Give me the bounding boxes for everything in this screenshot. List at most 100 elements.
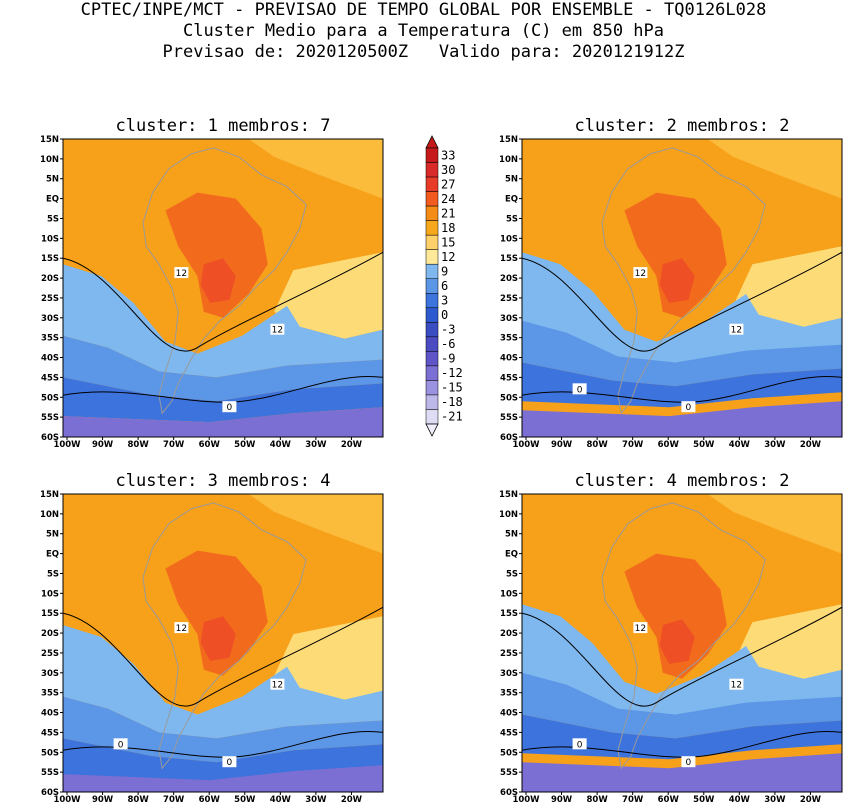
lon-label: 30W — [305, 440, 327, 450]
lat-label: EQ — [46, 195, 59, 205]
map-frame — [62, 493, 384, 793]
lat-label: 60S — [41, 788, 59, 798]
temperature-band — [707, 494, 842, 554]
contour-label-bg — [729, 678, 744, 690]
lat-label: 5S — [47, 569, 59, 579]
lat-label: 10S — [500, 234, 518, 244]
contour-label: 0 — [577, 740, 583, 750]
lon-label: 70W — [622, 440, 644, 450]
colorbar-label: -15 — [441, 381, 463, 395]
lon-label: 80W — [587, 795, 609, 803]
contour-label-bg — [113, 738, 128, 750]
lat-label: 45S — [500, 728, 518, 738]
lat-label: 15S — [500, 609, 518, 619]
lat-label: 55S — [500, 413, 518, 423]
contour-label: 12 — [731, 681, 742, 691]
lat-label: 45S — [500, 373, 518, 383]
lat-label: 5N — [46, 530, 59, 540]
temperature-field: 12 12 0 0 — [63, 494, 383, 792]
header-line-3: Previsao de: 2020120500Z Valido para: 20… — [162, 42, 685, 62]
lat-label: 10N — [499, 155, 518, 165]
colorbar-label: 9 — [441, 264, 448, 278]
colorbar-label: -18 — [441, 395, 463, 409]
temperature-band — [63, 377, 383, 423]
temperature-band — [274, 616, 383, 703]
lon-label: 50W — [234, 795, 256, 803]
temperature-field: 12 12 0 — [63, 139, 383, 437]
lon-label: 20W — [800, 440, 822, 450]
lat-label: 35S — [41, 334, 59, 344]
panel-title: cluster: 1 membros: 7 — [116, 116, 331, 136]
temperature-band — [522, 604, 842, 718]
colorbar-label: 18 — [441, 221, 455, 235]
lat-label: 25S — [500, 649, 518, 659]
lat-label: 55S — [41, 768, 59, 778]
lat-label: 10S — [41, 234, 59, 244]
colorbar-label: -9 — [441, 352, 455, 366]
colorbar-segment — [425, 293, 439, 309]
contour-label: 12 — [272, 681, 283, 691]
lat-label: 60S — [500, 433, 518, 443]
colorbar-segment — [425, 322, 439, 338]
lon-label: 40W — [729, 440, 751, 450]
lat-label: 15N — [499, 135, 518, 145]
colorbar-segment — [425, 307, 439, 323]
contour-label-bg — [681, 756, 696, 768]
temperature-band — [522, 401, 842, 437]
colorbar-segment — [425, 249, 439, 265]
temperature-band — [659, 258, 695, 303]
lon-label: 60W — [199, 795, 221, 803]
contour-label-bg — [222, 401, 237, 413]
contour-label: 0 — [227, 758, 233, 768]
lon-label: 90W — [92, 795, 114, 803]
lat-label: 10S — [41, 589, 59, 599]
lat-label: 30S — [41, 669, 59, 679]
lon-label: 100W — [53, 440, 81, 450]
lat-label: 20S — [41, 629, 59, 639]
temperature-band — [248, 139, 383, 199]
contour-label: 12 — [272, 326, 283, 336]
lat-label: 10N — [40, 155, 59, 165]
lat-label: 5S — [506, 214, 518, 224]
colorbar-bottom-arrow — [425, 423, 439, 437]
lon-label: 100W — [53, 795, 81, 803]
temperature-band — [63, 625, 383, 739]
lat-label: 25S — [41, 649, 59, 659]
continent-outline — [601, 502, 766, 770]
temperature-band — [63, 696, 383, 763]
lon-label: 30W — [764, 440, 786, 450]
lon-label: 70W — [163, 440, 185, 450]
lon-label: 70W — [622, 795, 644, 803]
lat-label: 25S — [41, 294, 59, 304]
contour-label-bg — [270, 678, 285, 690]
header-line-2: Cluster Medio para a Temperatura (C) em … — [182, 21, 665, 41]
colorbar-segment — [425, 162, 439, 178]
colorbar-label: 21 — [441, 206, 455, 220]
lon-label: 50W — [693, 440, 715, 450]
map-panel-4: 12 12 0 0 cluster: 4 membros: 2 15N 10N 5N EQ 5S 1… — [499, 471, 843, 803]
colorbar-label: 12 — [441, 250, 455, 264]
contour-label: 0 — [118, 740, 124, 750]
contour-label-bg — [174, 267, 189, 279]
temperature-band — [63, 407, 383, 437]
temperature-band — [248, 494, 383, 554]
lon-label: 60W — [658, 440, 680, 450]
lat-label: 20S — [41, 274, 59, 284]
contour-label: 0 — [686, 403, 692, 413]
temperature-band — [63, 264, 383, 378]
colorbar-segment — [425, 351, 439, 367]
temperature-band — [522, 362, 842, 408]
lat-label: 40S — [41, 354, 59, 364]
lon-label: 80W — [128, 440, 150, 450]
lat-label: 25S — [500, 294, 518, 304]
colorbar-label: 6 — [441, 279, 448, 293]
lon-label: 80W — [587, 440, 609, 450]
continent-outline — [142, 147, 307, 415]
contour-label-bg — [222, 756, 237, 768]
temperature-band — [522, 714, 842, 760]
lat-label: 15N — [499, 490, 518, 500]
colorbar-label: 30 — [441, 163, 455, 177]
panel-title: cluster: 2 membros: 2 — [575, 116, 790, 136]
lon-label: 100W — [512, 440, 540, 450]
